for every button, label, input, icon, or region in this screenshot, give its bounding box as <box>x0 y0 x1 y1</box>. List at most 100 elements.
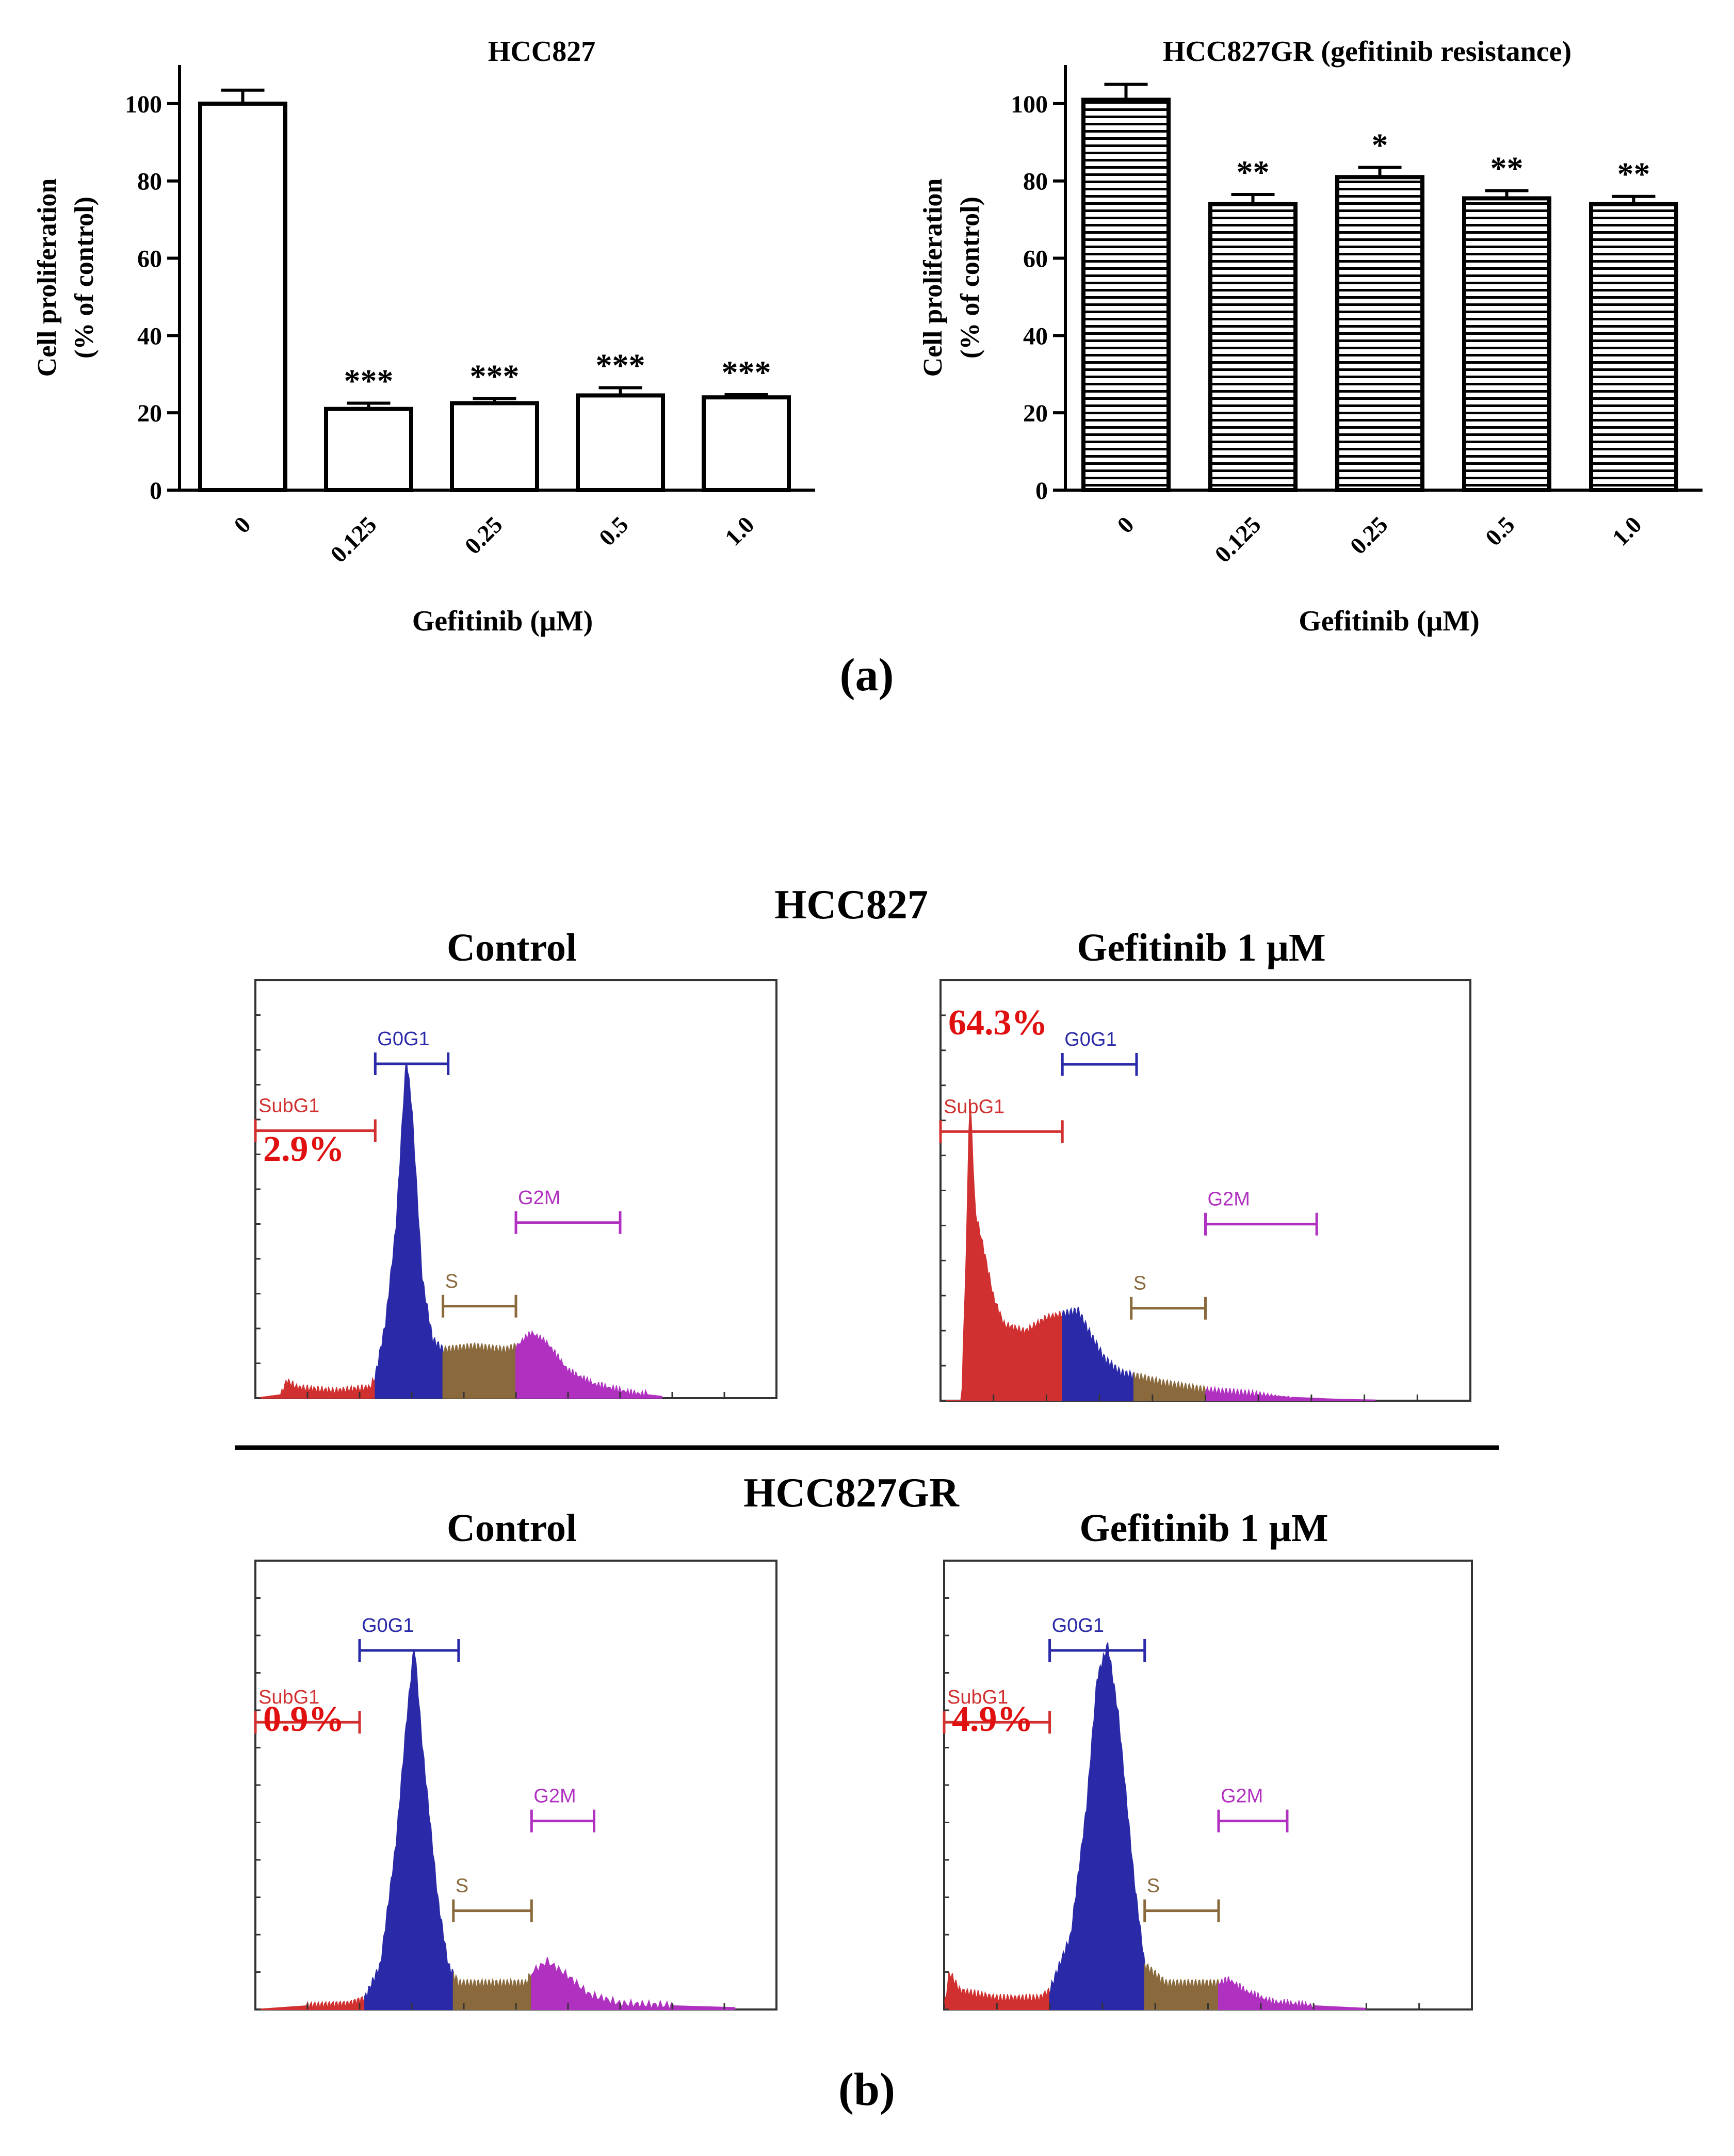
bar-0.5 <box>576 393 665 492</box>
bar-1.0 <box>1589 202 1678 492</box>
flow-group-title-hcc827: HCC827 <box>774 882 928 928</box>
histogram-title: Control <box>447 926 577 969</box>
bar-1.0 <box>702 395 791 493</box>
histogram-area-s <box>452 1972 532 2010</box>
bar-0 <box>198 101 287 492</box>
gate-label-s: S <box>445 1271 458 1292</box>
bar-0.125 <box>1208 202 1298 492</box>
flow-group-title-hcc827gr: HCC827GR <box>743 1470 960 1516</box>
gate-label-g2m: G2M <box>1208 1189 1250 1210</box>
histogram-area-s <box>1133 1371 1206 1401</box>
x-tick-label: 1.0 <box>1607 511 1647 551</box>
x-tick-label: 1.0 <box>720 511 759 551</box>
gate-label-g2m: G2M <box>1221 1786 1263 1807</box>
histogram-area-subg1 <box>941 1102 1063 1401</box>
gate-label-g0g1: G0G1 <box>362 1615 414 1636</box>
significance-label: *** <box>344 362 394 399</box>
chart-title: HCC827GR (gefitinib resistance) <box>1163 36 1571 68</box>
bar-0 <box>1081 98 1171 493</box>
histogram-area-g2m <box>515 1330 662 1399</box>
histogram-frame <box>254 979 777 1399</box>
histogram-area-g0g1 <box>1062 1307 1135 1401</box>
histogram-hcc827-control: Control SubG1 G0G1 S G2M 2.9% <box>254 926 777 1399</box>
significance-label: ** <box>1617 156 1650 192</box>
y-axis-label-line-2: (% of control) <box>70 197 99 359</box>
panel-b-label: (b) <box>838 2064 895 2115</box>
histogram-area-subg1 <box>255 1996 366 2010</box>
histogram-frame <box>943 1560 1473 2011</box>
significance-label: *** <box>722 354 771 391</box>
significance-label: *** <box>470 358 520 394</box>
gate-label-subg1: SubG1 <box>258 1687 319 1708</box>
x-tick-label: 0.25 <box>1345 511 1393 559</box>
y-tick-label: 0 <box>1035 477 1048 505</box>
bar-0.125 <box>324 407 413 493</box>
histogram-title: Control <box>447 1506 577 1550</box>
histogram-area-subg1 <box>255 1376 376 1399</box>
histogram-area-s <box>442 1342 516 1399</box>
y-tick-label: 100 <box>1011 91 1048 118</box>
x-tick-label: 0.125 <box>325 511 381 568</box>
histogram-area-g2m <box>1205 1385 1376 1401</box>
gate-label-s: S <box>456 1875 468 1897</box>
subg1-percent-label: 64.3% <box>948 1003 1048 1043</box>
y-tick-label: 80 <box>137 168 162 196</box>
significance-label: ** <box>1490 150 1524 186</box>
bar-0.5 <box>1462 196 1551 493</box>
bar-chart-hcc827gr: HCC827GR (gefitinib resistance) 0 20 40 60 80… <box>918 36 1703 637</box>
x-axis-label: Gefitinib (μM) <box>412 605 593 637</box>
gate-label-subg1: SubG1 <box>944 1096 1004 1117</box>
x-tick-label: 0 <box>1112 511 1139 538</box>
histogram-area-g0g1 <box>375 1062 444 1399</box>
gate-label-subg1: SubG1 <box>947 1687 1008 1708</box>
y-tick-label: 20 <box>1023 400 1048 427</box>
x-tick-label: 0.25 <box>460 511 508 559</box>
panel-a-label: (a) <box>840 650 894 701</box>
chart-title: HCC827 <box>488 36 595 68</box>
y-tick-label: 100 <box>125 91 162 118</box>
gate-label-g2m: G2M <box>518 1187 560 1209</box>
x-axis-label: Gefitinib (μM) <box>1299 605 1480 637</box>
y-tick-label: 80 <box>1023 168 1048 196</box>
x-tick-label: 0.5 <box>594 511 634 551</box>
bar-0.25 <box>1335 175 1424 492</box>
gate-label-subg1: SubG1 <box>258 1095 319 1117</box>
significance-label: *** <box>596 347 645 383</box>
significance-label: ** <box>1237 154 1270 190</box>
histogram-hcc827gr-gefitinib: Gefitinib 1 μM SubG1 G0G1 S G2M 4.9% <box>943 1506 1473 2011</box>
y-tick-label: 0 <box>150 477 162 505</box>
bar-0.25 <box>450 401 539 492</box>
histogram-title: Gefitinib 1 μM <box>1077 926 1325 969</box>
y-tick-label: 40 <box>1023 322 1048 350</box>
histogram-area-g0g1 <box>1049 1642 1145 2010</box>
gate-label-s: S <box>1147 1875 1160 1897</box>
x-tick-label: 0.125 <box>1209 511 1266 568</box>
gate-label-s: S <box>1133 1273 1146 1294</box>
histogram-area-g2m <box>1218 1976 1367 2010</box>
histogram-hcc827-gefitinib: Gefitinib 1 μM SubG1 G0G1 S G2M 64.3% <box>939 926 1471 1402</box>
y-axis-label-line-2: (% of control) <box>955 197 985 359</box>
histogram-hcc827gr-control: Control SubG1 G0G1 S G2M 0.9% <box>254 1506 777 2012</box>
histogram-area-g2m <box>531 1957 736 2012</box>
y-tick-label: 60 <box>1023 246 1048 273</box>
histogram-title: Gefitinib 1 μM <box>1079 1506 1328 1550</box>
x-tick-label: 0.5 <box>1480 511 1520 551</box>
gate-label-g0g1: G0G1 <box>377 1028 429 1050</box>
y-tick-label: 60 <box>137 246 162 273</box>
y-tick-label: 20 <box>137 400 162 427</box>
gate-label-g0g1: G0G1 <box>1064 1029 1116 1050</box>
significance-label: * <box>1372 127 1388 164</box>
histogram-area-subg1 <box>943 1972 1050 2010</box>
x-tick-label: 0 <box>229 511 255 538</box>
gate-label-g0g1: G0G1 <box>1052 1615 1104 1636</box>
subg1-percent-label: 0.9% <box>263 1699 345 1739</box>
subg1-percent-label: 4.9% <box>952 1699 1033 1739</box>
histogram-area-g0g1 <box>364 1650 454 2010</box>
histogram-frame <box>254 1560 777 2011</box>
y-axis-label-line-1: Cell proliferation <box>918 179 948 377</box>
histogram-area-s <box>1144 1963 1219 2010</box>
gate-label-g2m: G2M <box>533 1786 576 1807</box>
y-tick-label: 40 <box>137 322 162 350</box>
subg1-percent-label: 2.9% <box>263 1129 345 1169</box>
